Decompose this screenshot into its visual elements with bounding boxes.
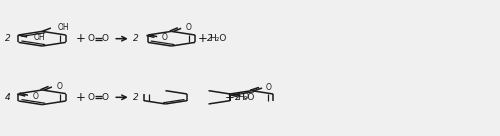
Text: O: O — [186, 23, 192, 32]
Text: O: O — [243, 92, 249, 101]
Text: OH: OH — [33, 33, 45, 42]
Text: O: O — [102, 93, 109, 102]
Text: O: O — [162, 33, 168, 42]
Text: 4: 4 — [4, 93, 10, 102]
Text: OH: OH — [58, 23, 69, 32]
Text: O: O — [88, 93, 95, 102]
Text: +: + — [225, 91, 235, 104]
Text: 2: 2 — [133, 34, 138, 43]
Text: H₂O: H₂O — [238, 93, 254, 102]
Text: O: O — [266, 83, 272, 92]
Text: +: + — [76, 32, 86, 45]
Text: O: O — [102, 34, 109, 43]
Text: +: + — [198, 32, 207, 45]
Text: 2: 2 — [133, 93, 138, 102]
Text: 2: 2 — [4, 34, 10, 43]
Text: O: O — [88, 34, 95, 43]
Text: +: + — [76, 91, 86, 104]
Text: 2: 2 — [208, 34, 213, 43]
Text: O: O — [56, 82, 62, 91]
Text: H₂O: H₂O — [210, 34, 227, 43]
Text: O: O — [32, 92, 38, 101]
Text: 2: 2 — [235, 93, 241, 102]
